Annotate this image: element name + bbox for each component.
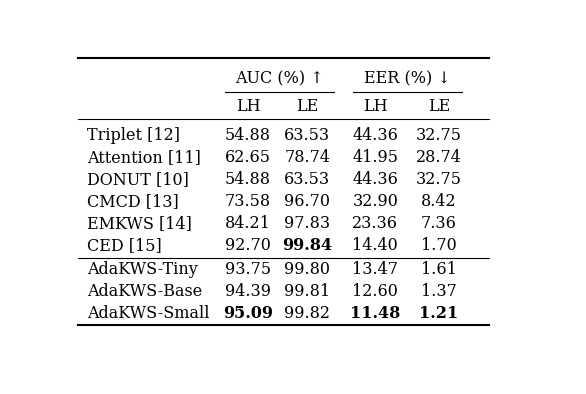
Text: AUC (%) ↑: AUC (%) ↑	[236, 71, 324, 87]
Text: 78.74: 78.74	[284, 149, 330, 166]
Text: 63.53: 63.53	[284, 171, 330, 188]
Text: 32.75: 32.75	[416, 171, 462, 188]
Text: 12.60: 12.60	[352, 282, 398, 300]
Text: 1.70: 1.70	[421, 238, 456, 255]
Text: 1.37: 1.37	[421, 282, 456, 300]
Text: LE: LE	[428, 98, 450, 115]
Text: 96.70: 96.70	[284, 193, 330, 210]
Text: LH: LH	[236, 98, 260, 115]
Text: 99.84: 99.84	[282, 238, 332, 255]
Text: 84.21: 84.21	[225, 216, 271, 232]
Text: 7.36: 7.36	[421, 216, 456, 232]
Text: 13.47: 13.47	[352, 260, 398, 277]
Text: 54.88: 54.88	[225, 171, 271, 188]
Text: 92.70: 92.70	[225, 238, 271, 255]
Text: CMCD [13]: CMCD [13]	[87, 193, 179, 210]
Text: 28.74: 28.74	[416, 149, 462, 166]
Text: 32.90: 32.90	[352, 193, 398, 210]
Text: 11.48: 11.48	[350, 305, 400, 322]
Text: 41.95: 41.95	[352, 149, 398, 166]
Text: 8.42: 8.42	[421, 193, 456, 210]
Text: 44.36: 44.36	[352, 127, 398, 144]
Text: Triplet [12]: Triplet [12]	[87, 127, 180, 144]
Text: AdaKWS-Base: AdaKWS-Base	[87, 282, 202, 300]
Text: 23.36: 23.36	[352, 216, 398, 232]
Text: LH: LH	[363, 98, 387, 115]
Text: LE: LE	[296, 98, 318, 115]
Text: 63.53: 63.53	[284, 127, 330, 144]
Text: 95.09: 95.09	[223, 305, 273, 322]
Text: CED [15]: CED [15]	[87, 238, 162, 255]
Text: 1.21: 1.21	[419, 305, 458, 322]
Text: 93.75: 93.75	[225, 260, 271, 277]
Text: Attention [11]: Attention [11]	[87, 149, 201, 166]
Text: AdaKWS-Small: AdaKWS-Small	[87, 305, 209, 322]
Text: 32.75: 32.75	[416, 127, 462, 144]
Text: 99.82: 99.82	[284, 305, 330, 322]
Text: DONUT [10]: DONUT [10]	[87, 171, 189, 188]
Text: EER (%) ↓: EER (%) ↓	[364, 71, 451, 87]
Text: 1.61: 1.61	[421, 260, 456, 277]
Text: 97.83: 97.83	[284, 216, 330, 232]
Text: 99.81: 99.81	[284, 282, 330, 300]
Text: 73.58: 73.58	[225, 193, 271, 210]
Text: EMKWS [14]: EMKWS [14]	[87, 216, 192, 232]
Text: 62.65: 62.65	[225, 149, 271, 166]
Text: 14.40: 14.40	[352, 238, 398, 255]
Text: 54.88: 54.88	[225, 127, 271, 144]
Text: 94.39: 94.39	[225, 282, 271, 300]
Text: 44.36: 44.36	[352, 171, 398, 188]
Text: 99.80: 99.80	[284, 260, 330, 277]
Text: AdaKWS-Tiny: AdaKWS-Tiny	[87, 260, 197, 277]
